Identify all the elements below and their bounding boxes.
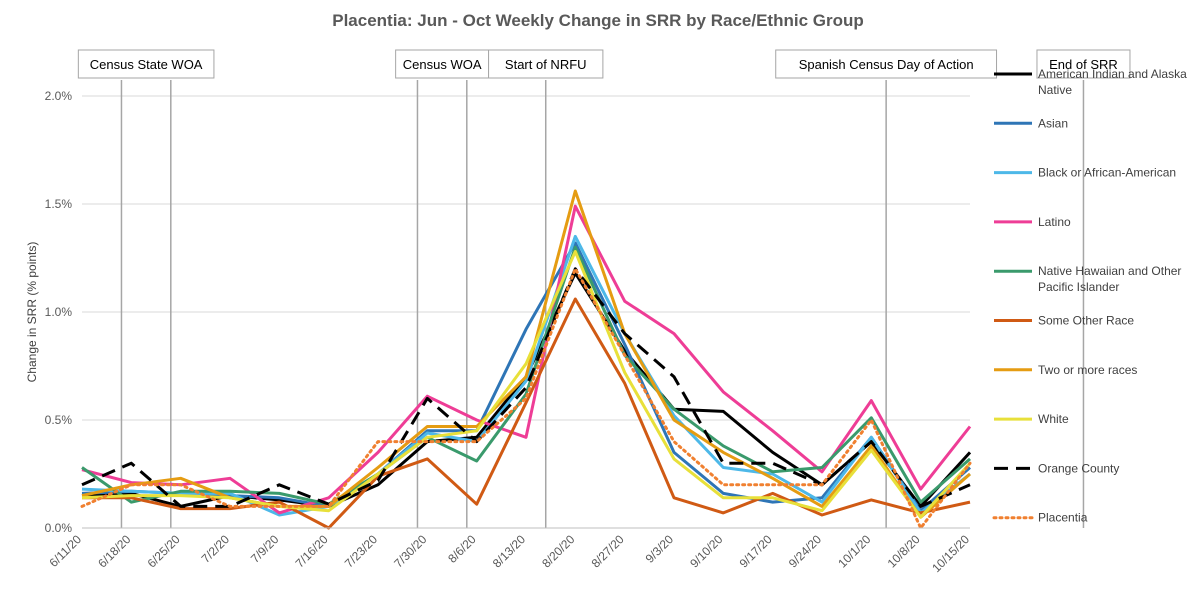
x-tick-label: 10/15/20 <box>929 532 972 575</box>
chart-title: Placentia: Jun - Oct Weekly Change in SR… <box>332 11 864 30</box>
series-line <box>80 267 972 530</box>
legend-label: Black or African-American <box>1038 166 1176 180</box>
x-tick-label: 8/20/20 <box>539 532 577 570</box>
legend-label: Native Hawaiian and Other Pacific Islande… <box>1038 264 1181 294</box>
y-tick-label: 0.0% <box>45 521 73 535</box>
x-tick-label: 7/30/20 <box>391 532 429 570</box>
x-axis: 6/11/20 6/18/20 6/25/20 7/2/20 7/9/20 7/16/20… <box>47 527 972 575</box>
legend-label: White <box>1038 412 1069 426</box>
x-tick-label: 9/3/20 <box>643 532 677 566</box>
x-tick-label: 9/17/20 <box>737 532 775 570</box>
y-tick-label: 1.0% <box>45 305 73 319</box>
legend-label: Two or more races <box>1038 363 1137 377</box>
legend-label: Orange County <box>1038 461 1119 475</box>
x-tick-label: 8/6/20 <box>445 532 479 566</box>
event-label-box <box>1036 49 1131 79</box>
legend-label: Asian <box>1038 116 1068 130</box>
y-tick-label: 2.0% <box>45 89 73 103</box>
series-line <box>81 245 971 506</box>
legend-label: Placentia <box>1038 511 1088 525</box>
series-line <box>82 297 971 530</box>
series-line <box>81 234 971 517</box>
event-label: Census WOA <box>403 57 482 72</box>
series-line <box>81 267 971 508</box>
event-label-box <box>488 49 604 79</box>
series-line <box>81 250 972 519</box>
x-tick-label: 6/18/20 <box>95 532 133 570</box>
y-axis: 0.0% 0.5% 1.0% 1.5% 2.0% <box>45 89 73 535</box>
x-tick-label: 7/23/20 <box>342 532 380 570</box>
event-label-box <box>395 49 490 79</box>
x-tick-label: 10/1/20 <box>835 532 873 570</box>
series-line <box>81 204 972 515</box>
x-tick-label: 7/2/20 <box>199 532 233 566</box>
legend-label: Latino <box>1038 215 1071 229</box>
y-axis-label: Change in SRR (% points) <box>25 242 39 383</box>
gridlines <box>82 95 970 529</box>
series-line <box>81 189 971 519</box>
legend: American Indian and Alaska Native Asian Bla… <box>992 67 1187 525</box>
event-label-box <box>775 49 998 79</box>
event-label: Spanish Census Day of Action <box>799 57 974 72</box>
x-tick-label: 6/25/20 <box>145 532 183 570</box>
x-tick-label: 9/10/20 <box>687 532 725 570</box>
x-tick-label: 7/16/20 <box>293 532 331 570</box>
series-lines <box>80 189 972 530</box>
x-tick-label: 8/13/20 <box>490 532 528 570</box>
event-label: Start of NRFU <box>505 57 587 72</box>
x-tick-label: 6/11/20 <box>47 532 85 570</box>
event-markers: Census State WOA Census WOA Start of NRFU S… <box>77 49 1131 528</box>
series-line <box>81 241 971 513</box>
x-tick-label: 10/8/20 <box>885 532 923 570</box>
event-label: End of SRR <box>1049 57 1118 72</box>
legend-label: Some Other Race <box>1038 314 1134 328</box>
legend-label: American Indian and Alaska Native <box>1038 67 1187 97</box>
y-tick-label: 1.5% <box>45 197 73 211</box>
event-label: Census State WOA <box>90 57 203 72</box>
event-label-box <box>77 49 215 79</box>
x-tick-label: 7/9/20 <box>248 532 282 566</box>
x-tick-label: 9/24/20 <box>786 532 824 570</box>
x-tick-label: 8/27/20 <box>589 532 627 570</box>
y-tick-label: 0.5% <box>45 413 73 427</box>
